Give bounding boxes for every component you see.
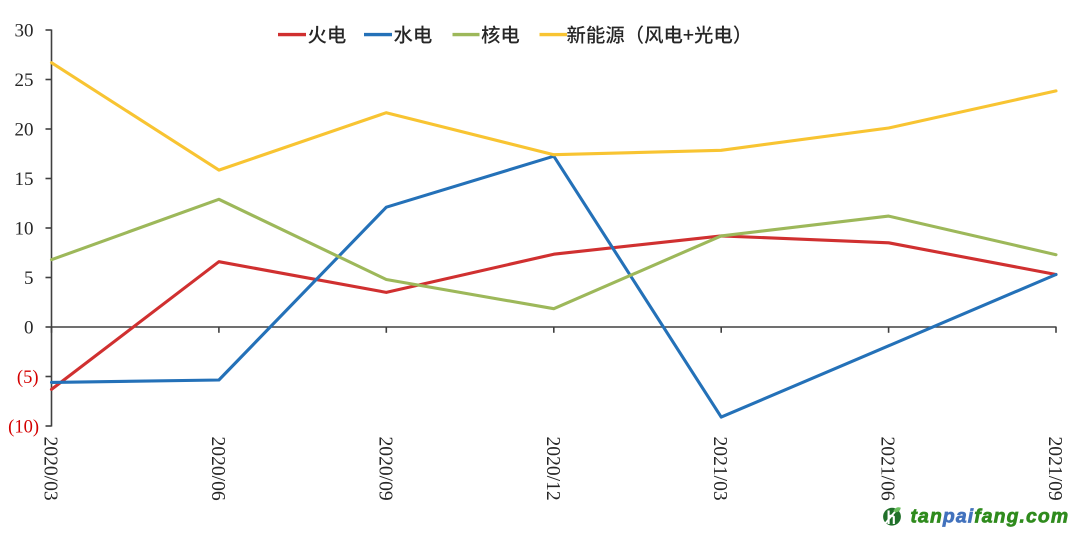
svg-text:2020/09: 2020/09 [374, 437, 395, 501]
svg-text:5: 5 [24, 268, 34, 289]
svg-text:2021/09: 2021/09 [1044, 437, 1065, 501]
svg-text:(5): (5) [17, 368, 39, 388]
svg-text:20: 20 [15, 120, 34, 141]
svg-text:2021/06: 2021/06 [877, 437, 898, 501]
svg-text:10: 10 [15, 219, 34, 240]
svg-text:(10): (10) [8, 418, 39, 438]
svg-text:2021/03: 2021/03 [709, 437, 730, 501]
svg-text:2020/12: 2020/12 [542, 437, 563, 501]
svg-text:30: 30 [15, 21, 34, 42]
svg-text:2020/03: 2020/03 [40, 437, 61, 501]
svg-text:tanpaifang.com: tanpaifang.com [911, 506, 1070, 528]
svg-text:2020/06: 2020/06 [207, 437, 228, 501]
svg-text:25: 25 [15, 70, 34, 91]
svg-text:0: 0 [24, 318, 34, 339]
svg-text:15: 15 [15, 169, 34, 190]
